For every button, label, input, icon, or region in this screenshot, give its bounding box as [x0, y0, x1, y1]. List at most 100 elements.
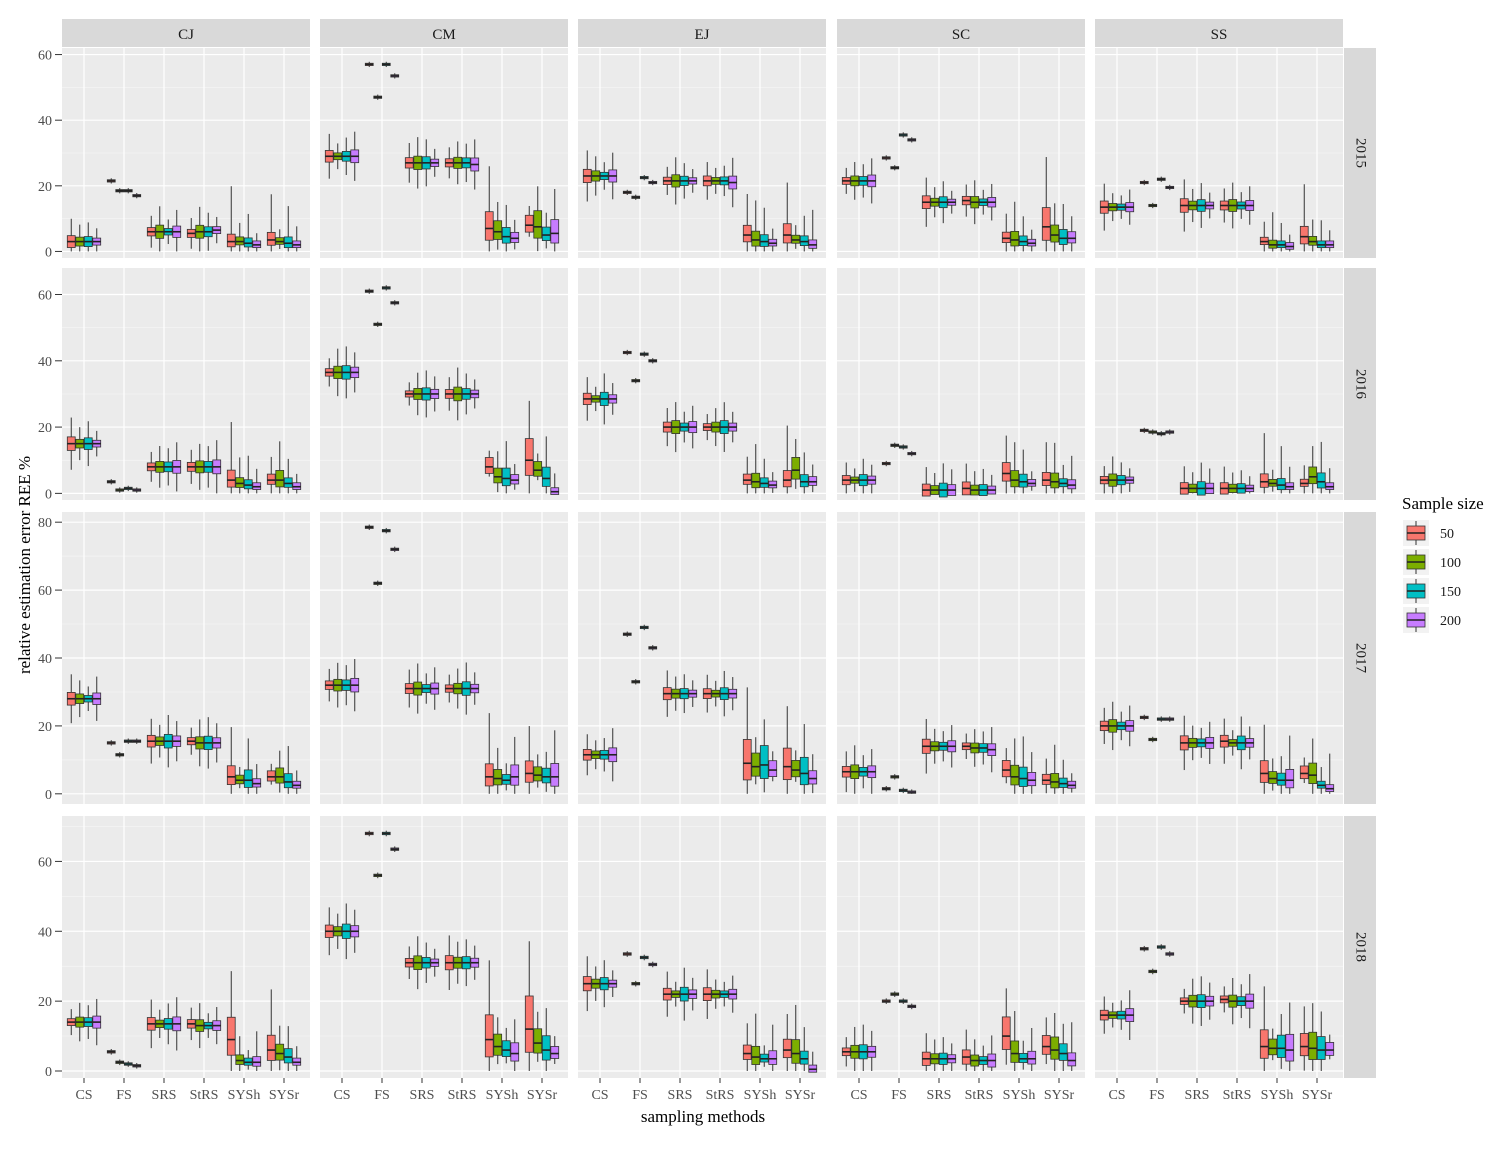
box-SYSr-n50	[524, 205, 534, 237]
panel-SC-2016	[837, 268, 1085, 500]
facet-strip-label-EJ: EJ	[695, 27, 710, 43]
box-FS-n100	[1148, 202, 1158, 209]
box-SYSr-n150	[541, 212, 551, 249]
box-FS-n100	[890, 991, 900, 997]
panel-SC-2015	[837, 48, 1085, 258]
box-body	[493, 1033, 503, 1056]
box-SYSh-n100	[751, 1013, 761, 1072]
box-SYSr-n50	[266, 763, 276, 785]
y-tick-label: 60	[38, 584, 52, 599]
box-SRS-n200	[688, 169, 698, 193]
box-SYSr-n200	[1067, 1022, 1077, 1072]
box-SRS-n200	[430, 948, 440, 977]
box-StRS-n100	[195, 719, 205, 767]
box-FS-n50	[106, 479, 116, 485]
box-body	[510, 474, 520, 485]
box-SRS-n150	[163, 448, 173, 486]
box-SRS-n200	[688, 680, 698, 707]
box-body	[1010, 764, 1020, 786]
box-SRS-n100	[1188, 472, 1198, 494]
box-SRS-n100	[155, 206, 165, 252]
box-SYSh-n150	[243, 213, 253, 252]
box-SRS-n150	[421, 139, 431, 187]
y-tick-label: 20	[38, 180, 52, 195]
box-SRS-n100	[1188, 188, 1198, 223]
box-body	[226, 765, 236, 785]
box-body	[1276, 1034, 1286, 1058]
box-SRS-n100	[155, 1009, 165, 1038]
panel-CJ-2016	[62, 268, 310, 500]
box-StRS-n200	[212, 440, 222, 494]
box-SRS-n100	[413, 372, 423, 416]
box-body	[782, 1038, 792, 1059]
box-StRS-n100	[195, 206, 205, 252]
box-SRS-n200	[1205, 192, 1215, 219]
box-body	[541, 466, 551, 487]
legend-label-200: 200	[1440, 614, 1461, 629]
box-CS-n150	[599, 373, 609, 425]
box-CS-n150	[1116, 462, 1126, 494]
box-SYSh-n50	[226, 971, 236, 1072]
box-body	[1010, 1040, 1020, 1063]
box-SYSr-n100	[1308, 219, 1318, 252]
box-SYSr-n200	[550, 730, 560, 794]
box-CS-n50	[324, 907, 334, 956]
x-tick-label-StRS: StRS	[448, 1088, 477, 1103]
box-body	[533, 461, 543, 477]
box-FS-n50	[1139, 714, 1149, 721]
box-StRS-n100	[195, 1003, 205, 1049]
box-SYSr-n200	[292, 770, 302, 794]
box-body	[243, 479, 253, 490]
x-tick-label-SYSh: SYSh	[486, 1088, 519, 1103]
box-SYSr-n50	[782, 182, 792, 252]
box-StRS-n50	[1219, 718, 1229, 764]
panel-SS-2016	[1095, 268, 1343, 500]
box-SRS-n150	[421, 673, 431, 704]
box-FS-n100	[631, 194, 641, 200]
box-CS-n50	[66, 674, 76, 724]
box-body	[1276, 772, 1286, 786]
box-SRS-n200	[688, 977, 698, 1011]
box-body	[266, 1034, 276, 1061]
box-SRS-n200	[430, 376, 440, 412]
box-CS-n200	[1125, 189, 1135, 225]
y-tick-label: 0	[45, 788, 52, 803]
box-CS-n150	[1116, 1000, 1126, 1030]
box-SYSh-n50	[742, 1023, 752, 1072]
box-CS-n200	[608, 152, 618, 200]
x-tick-label-StRS: StRS	[190, 1088, 219, 1103]
box-SRS-n100	[413, 936, 423, 990]
box-body	[1041, 472, 1051, 486]
box-SRS-n150	[679, 674, 689, 714]
box-StRS-n150	[1236, 470, 1246, 494]
legend-item-200: 200	[1403, 607, 1461, 633]
box-StRS-n50	[186, 218, 196, 249]
box-SYSh-n100	[493, 1017, 503, 1065]
y-tick-label: 40	[38, 652, 52, 667]
y-tick-label: 80	[38, 516, 52, 531]
box-CS-n100	[850, 1026, 860, 1072]
box-SYSr-n100	[791, 438, 801, 489]
x-tick-label-CS: CS	[850, 1088, 867, 1103]
box-StRS-n50	[444, 147, 454, 179]
box-body	[1067, 1052, 1077, 1067]
box-SYSr-n100	[791, 1004, 801, 1072]
box-StRS-n50	[702, 969, 712, 1019]
box-SYSr-n200	[808, 209, 818, 252]
box-SYSh-n150	[501, 763, 511, 791]
box-CS-n150	[599, 738, 609, 772]
box-body	[742, 739, 752, 781]
box-StRS-n200	[470, 945, 480, 980]
box-SRS-n100	[155, 445, 165, 488]
legend-item-50: 50	[1403, 520, 1454, 546]
box-CS-n50	[1099, 183, 1109, 231]
box-body	[1299, 225, 1309, 245]
box-body	[1001, 760, 1011, 778]
x-tick-label-CS: CS	[1108, 1088, 1125, 1103]
box-CS-n150	[83, 222, 93, 252]
box-CS-n50	[582, 150, 592, 202]
box-body	[782, 223, 792, 244]
box-SRS-n50	[146, 451, 156, 482]
box-CS-n100	[850, 745, 860, 794]
box-StRS-n200	[987, 727, 997, 773]
